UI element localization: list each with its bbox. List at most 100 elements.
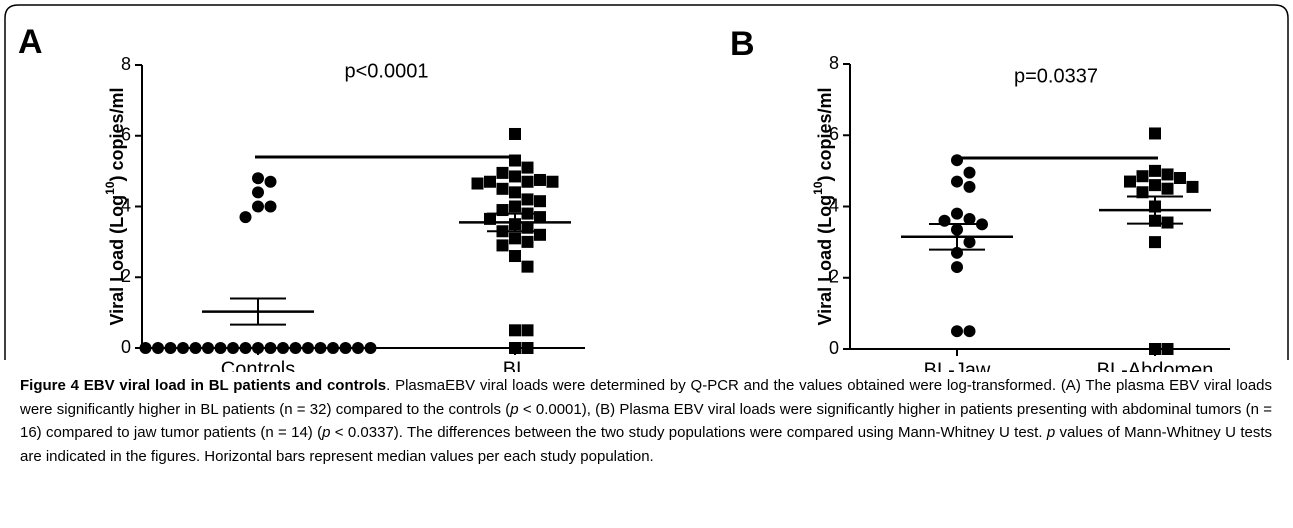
panel-letter: A bbox=[18, 23, 43, 61]
data-point bbox=[1161, 182, 1174, 195]
data-point bbox=[521, 342, 534, 354]
y-tick-label: 0 bbox=[829, 338, 839, 358]
data-point bbox=[963, 236, 976, 249]
data-point bbox=[521, 260, 534, 273]
data-point bbox=[963, 166, 976, 179]
figure-frame bbox=[4, 4, 1289, 360]
caption-text: < 0.0001), (B) Plasma EBV viral loads we… bbox=[20, 400, 1272, 442]
data-point bbox=[509, 342, 521, 354]
data-point bbox=[1161, 216, 1174, 229]
data-point bbox=[189, 342, 202, 354]
data-point bbox=[227, 342, 239, 354]
data-point bbox=[152, 342, 164, 354]
data-point bbox=[521, 324, 534, 337]
y-axis-label-part: 10 bbox=[103, 181, 117, 195]
data-point bbox=[1124, 175, 1136, 188]
data-point bbox=[1149, 164, 1161, 177]
data-point bbox=[252, 172, 264, 185]
data-point bbox=[951, 154, 963, 167]
data-point bbox=[1136, 186, 1149, 199]
data-point bbox=[264, 175, 277, 188]
data-point bbox=[1174, 172, 1186, 184]
y-tick-label: 8 bbox=[121, 54, 131, 74]
x-tick-label: Controls bbox=[221, 358, 295, 372]
data-point bbox=[546, 175, 559, 188]
data-point bbox=[534, 195, 546, 208]
caption-text: p bbox=[510, 400, 519, 418]
data-point bbox=[252, 186, 264, 199]
data-point bbox=[339, 342, 352, 354]
y-axis-label-part: ) copies/ml bbox=[107, 87, 127, 181]
data-point bbox=[202, 342, 214, 354]
data-point bbox=[496, 182, 509, 195]
data-point bbox=[963, 325, 976, 338]
panel-letter: B bbox=[730, 25, 755, 63]
y-axis-label-part: Viral Load (Log bbox=[815, 195, 835, 326]
y-tick-label: 4 bbox=[121, 195, 131, 215]
data-point bbox=[496, 166, 509, 179]
data-point bbox=[521, 161, 534, 174]
data-point bbox=[509, 250, 521, 263]
p-value: p=0.0337 bbox=[1014, 65, 1098, 87]
data-point bbox=[214, 342, 227, 354]
y-tick-label: 4 bbox=[829, 195, 839, 215]
y-axis-label: Viral Load (Log10) copies/ml bbox=[103, 87, 127, 325]
caption-text: < 0.0337). The differences between the t… bbox=[330, 424, 1047, 441]
data-point bbox=[521, 193, 534, 206]
data-point bbox=[164, 342, 177, 354]
data-point bbox=[302, 342, 314, 354]
data-point bbox=[534, 173, 546, 186]
data-point bbox=[509, 186, 521, 199]
caption-text: p bbox=[1046, 424, 1056, 441]
data-point bbox=[1149, 343, 1161, 355]
data-point bbox=[1186, 180, 1199, 193]
data-point bbox=[521, 235, 534, 248]
data-point bbox=[252, 200, 264, 213]
data-point bbox=[509, 324, 521, 337]
data-point bbox=[352, 342, 364, 354]
caption: Figure 4 EBV viral load in BL patients a… bbox=[20, 374, 1272, 468]
data-point bbox=[484, 175, 496, 188]
p-value: p<0.0001 bbox=[345, 60, 429, 82]
data-point bbox=[509, 154, 521, 167]
y-tick-label: 6 bbox=[121, 125, 131, 145]
data-point bbox=[1149, 127, 1161, 140]
data-point bbox=[951, 261, 963, 274]
data-point bbox=[963, 212, 976, 225]
data-point bbox=[951, 325, 963, 338]
y-tick-label: 6 bbox=[829, 124, 839, 144]
data-point bbox=[364, 342, 377, 354]
data-point bbox=[1149, 179, 1161, 192]
data-point bbox=[471, 177, 484, 190]
data-point bbox=[1161, 343, 1174, 355]
data-point bbox=[509, 127, 521, 140]
data-point bbox=[496, 239, 509, 252]
caption-text: . PlasmaEBV viral loads were determined … bbox=[20, 377, 1273, 418]
data-point bbox=[277, 342, 289, 354]
data-point bbox=[951, 175, 963, 188]
data-point bbox=[139, 342, 152, 354]
x-tick-label: BL-Abdomen bbox=[1097, 359, 1214, 372]
data-point bbox=[1149, 236, 1161, 249]
y-tick-label: 2 bbox=[121, 266, 131, 286]
data-point bbox=[252, 342, 264, 354]
data-point bbox=[1161, 168, 1174, 181]
data-point bbox=[963, 180, 976, 193]
data-point bbox=[239, 342, 252, 354]
data-point bbox=[239, 211, 252, 224]
y-axis-label-part: Viral Load (Log bbox=[107, 195, 127, 326]
y-tick-label: 0 bbox=[121, 337, 131, 357]
y-tick-label: 8 bbox=[829, 53, 839, 73]
data-point bbox=[509, 170, 521, 183]
data-point bbox=[314, 342, 327, 354]
y-axis-label-part: 10 bbox=[811, 181, 825, 195]
data-point bbox=[327, 342, 339, 354]
y-axis-label-part: ) copies/ml bbox=[815, 87, 835, 181]
x-tick-label: BL bbox=[503, 358, 527, 372]
data-point bbox=[289, 342, 302, 354]
data-point bbox=[521, 175, 534, 188]
y-tick-label: 2 bbox=[829, 267, 839, 287]
data-point bbox=[509, 232, 521, 245]
